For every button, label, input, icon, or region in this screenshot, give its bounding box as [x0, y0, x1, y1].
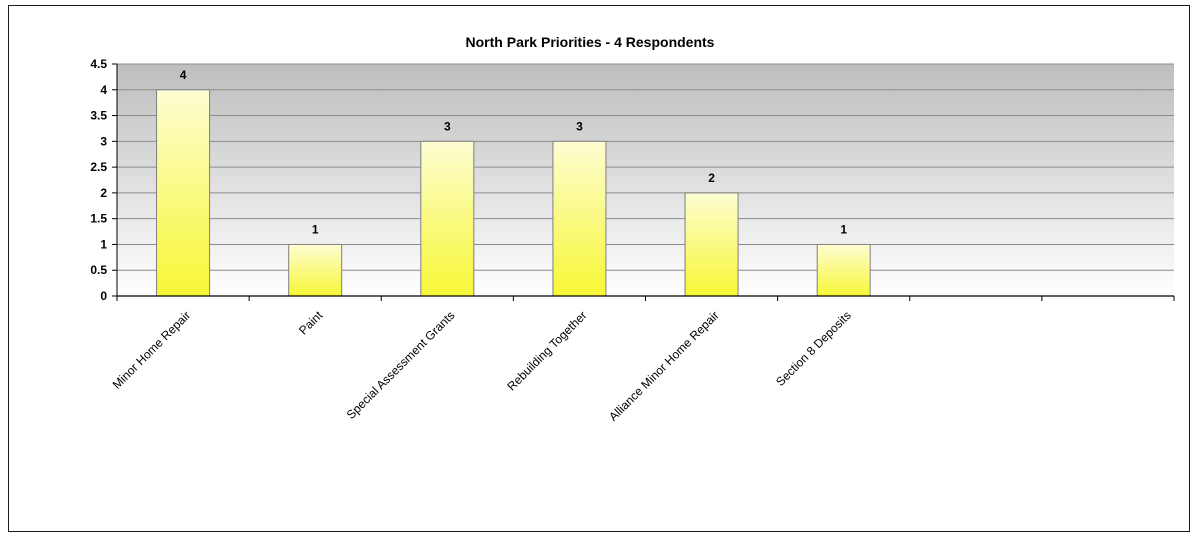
bar — [420, 140, 475, 297]
bar — [684, 192, 739, 297]
y-tick-label: 0 — [100, 289, 107, 303]
data-label: 3 — [576, 119, 583, 133]
y-tick-label: 3 — [100, 134, 107, 148]
plot-area — [117, 64, 1174, 296]
category-label: Alliance Minor Home Repair — [606, 308, 722, 424]
bar-series — [156, 89, 871, 297]
y-tick-label: 4 — [100, 83, 107, 97]
data-labels: 4 1 3 3 2 1 — [180, 68, 848, 237]
data-label: 1 — [312, 222, 319, 236]
category-label: Special Assessment Grants — [344, 308, 458, 422]
bar — [816, 243, 871, 297]
chart-title: North Park Priorities - 4 Respondents — [466, 34, 715, 50]
bar — [288, 243, 343, 297]
bar — [552, 140, 607, 297]
bar-chart: North Park Priorities - 4 Respondents 00… — [90, 34, 1175, 424]
data-label: 3 — [444, 119, 451, 133]
y-tick-label: 3.5 — [90, 109, 107, 123]
category-label: Section 8 Deposits — [773, 308, 854, 389]
bar — [156, 89, 211, 297]
y-tick-label: 1 — [100, 237, 107, 251]
category-label: Paint — [296, 308, 326, 338]
category-labels: Minor Home Repair Paint Special Assessment… — [110, 308, 854, 424]
data-label: 4 — [180, 68, 187, 82]
y-tick-label: 2.5 — [90, 160, 107, 174]
y-tick-label: 2 — [100, 186, 107, 200]
data-label: 1 — [840, 222, 847, 236]
axes — [112, 63, 1175, 301]
y-tick-label: 0.5 — [90, 263, 107, 277]
data-label: 2 — [708, 171, 715, 185]
category-label: Minor Home Repair — [110, 308, 193, 391]
y-tick-label: 4.5 — [90, 57, 107, 71]
category-label: Rebuilding Together — [504, 308, 589, 393]
y-tick-label: 1.5 — [90, 212, 107, 226]
y-tick-labels: 0 0.5 1 1.5 2 2.5 3 3.5 4 4.5 — [90, 57, 107, 303]
